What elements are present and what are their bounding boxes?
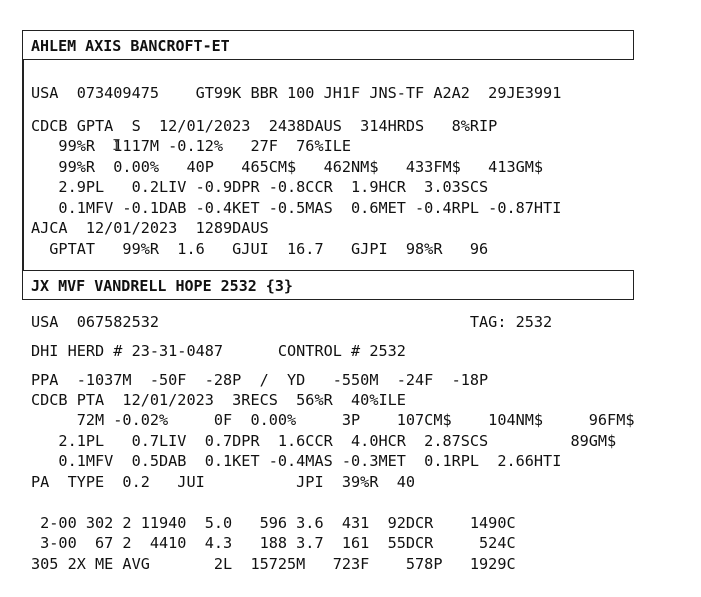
- animal-header-2: JX MVF VANDRELL HOPE 2532 {3}: [22, 270, 634, 300]
- pa-type-line: PA TYPE 0.2 JUI JPI 39%R 40: [31, 473, 416, 491]
- section-rule-1: [22, 60, 24, 270]
- animal-header-1: AHLEM AXIS BANCROFT-ET: [22, 30, 634, 60]
- cdcb-pta-line: CDCB PTA 12/01/2023 3RECS 56%R 40%ILE: [31, 391, 406, 409]
- registration-line-1: USA 073409475 GT99K BBR 100 JH1F JNS-TF …: [31, 84, 562, 102]
- animal-name-1: AHLEM AXIS BANCROFT-ET: [31, 37, 230, 55]
- production-line-2: 72M -0.02% 0F 0.00% 3P 107CM$ 104NM$ 96F…: [31, 411, 635, 429]
- gptat-line: GPTAT 99%R 1.6 GJUI 16.7 GJPI 98%R 96: [31, 240, 489, 258]
- health-line-3: 2.1PL 0.7LIV 0.7DPR 1.6CCR 4.0HCR 2.87SC…: [31, 432, 617, 450]
- registration-line-2: USA 067582532 TAG: 2532: [31, 313, 553, 331]
- health-line-1: 2.9PL 0.2LIV -0.9DPR -0.8CCR 1.9HCR 3.03…: [31, 178, 489, 196]
- animal-name-2: JX MVF VANDRELL HOPE 2532 {3}: [31, 277, 293, 295]
- health-line-2: 0.1MFV -0.1DAB -0.4KET -0.5MAS 0.6MET -0…: [31, 199, 562, 217]
- ajca-line: AJCA 12/01/2023 1289DAUS: [31, 219, 269, 237]
- lactation-average-row: 305 2X ME AVG 2L 15725M 723F 578P 1929C: [31, 555, 516, 573]
- text-cursor-icon: I: [112, 136, 122, 154]
- lactation-row-1: 2-00 302 2 11940 5.0 596 3.6 431 92DCR 1…: [31, 514, 516, 532]
- index-line-1: 99%R 0.00% 40P 465CM$ 462NM$ 433FM$ 413G…: [31, 158, 544, 176]
- production-line-1: 99%R 1117M -0.12% 27F 76%ILE: [31, 137, 352, 155]
- herd-control-line: DHI HERD # 23-31-0487 CONTROL # 2532: [31, 342, 406, 360]
- lactation-row-2: 3-00 67 2 4410 4.3 188 3.7 161 55DCR 524…: [31, 534, 516, 552]
- health-line-4: 0.1MFV 0.5DAB 0.1KET -0.4MAS -0.3MET 0.1…: [31, 452, 562, 470]
- ppa-line: PPA -1037M -50F -28P / YD -550M -24F -18…: [31, 371, 489, 389]
- cdcb-gpta-line: CDCB GPTA S 12/01/2023 2438DAUS 314HRDS …: [31, 117, 498, 135]
